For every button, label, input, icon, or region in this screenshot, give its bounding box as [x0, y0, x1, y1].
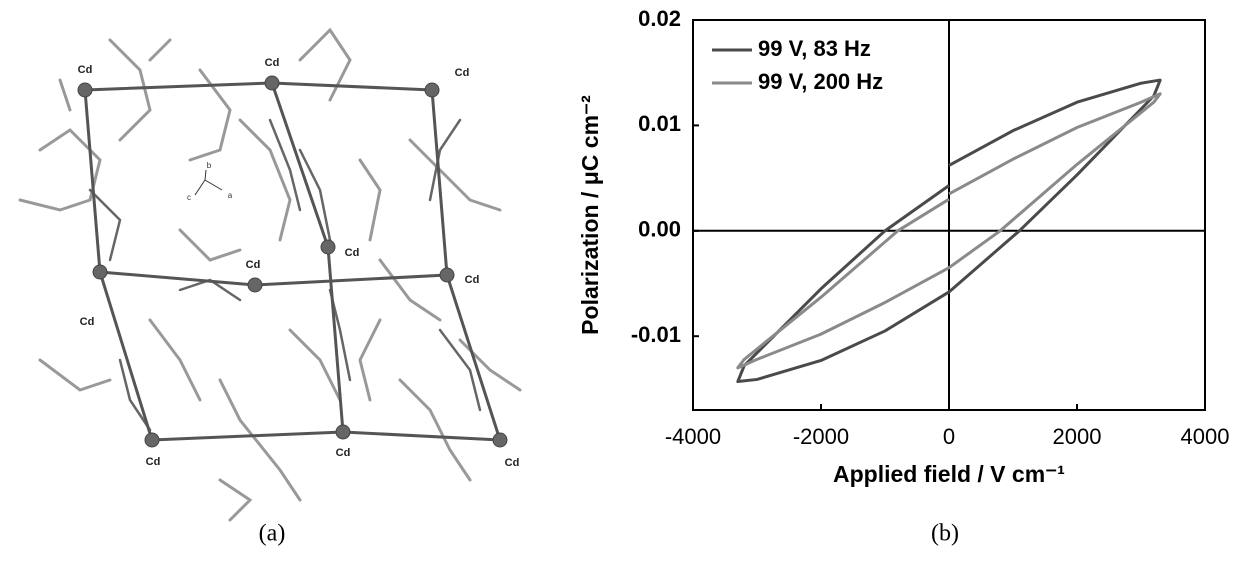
- y-tick-label: 0.01: [638, 111, 681, 136]
- atom-label: Cd: [455, 67, 470, 79]
- x-axis-title: Applied field / V cm⁻¹: [833, 461, 1065, 487]
- atom-label: Cd: [465, 274, 480, 286]
- y-tick-label: 0.00: [638, 217, 681, 242]
- atom-label: Cd: [345, 247, 360, 259]
- x-tick-label: 0: [943, 424, 955, 449]
- y-tick-label: 0.02: [638, 6, 681, 31]
- atom-label: Cd: [80, 316, 95, 328]
- x-tick-label: -2000: [793, 424, 849, 449]
- atom-label: Cd: [265, 57, 280, 69]
- atom-label: Cd: [336, 447, 351, 459]
- axis-label: a: [228, 191, 233, 200]
- atom-label: Cd: [146, 456, 161, 468]
- axis-label: c: [187, 193, 191, 202]
- caption: (b): [931, 521, 959, 547]
- molecular-structure: [20, 30, 520, 520]
- legend-label: 99 V, 200 Hz: [758, 69, 883, 94]
- figure: Cd Cd Cd Cd Cd Cd Cd Cd Cd Cd b c a (a) -4000 -2000 0 200…: [0, 0, 1236, 556]
- axis-label: b: [207, 161, 212, 170]
- atom-label: Cd: [246, 259, 261, 271]
- atom-label: Cd: [78, 64, 93, 76]
- legend-label: 99 V, 83 Hz: [758, 36, 871, 61]
- atom-label: Cd: [505, 457, 520, 469]
- x-tick-label: -4000: [665, 424, 721, 449]
- y-axis-title: Polarization / μC cm⁻²: [577, 95, 603, 335]
- y-tick-label: -0.01: [631, 322, 681, 347]
- x-tick-label: 4000: [1181, 424, 1230, 449]
- x-tick-label: 2000: [1053, 424, 1102, 449]
- caption: (a): [259, 521, 286, 547]
